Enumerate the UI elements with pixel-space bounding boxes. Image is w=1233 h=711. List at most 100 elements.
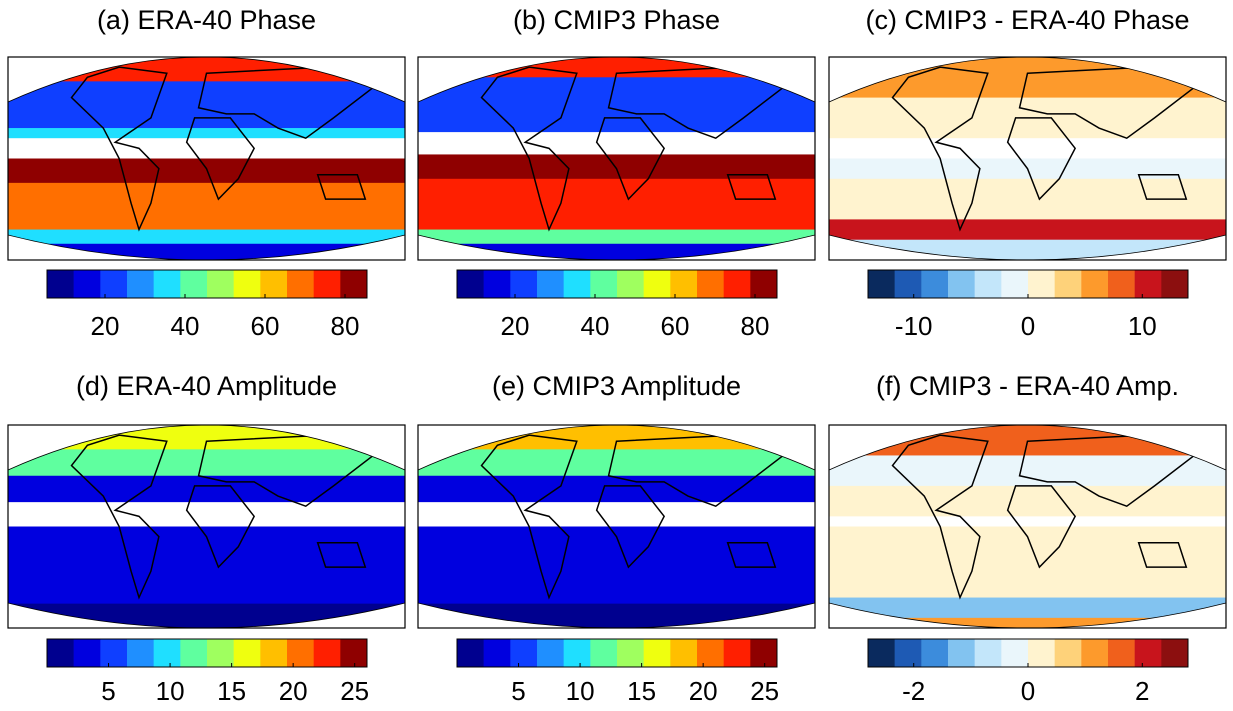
colorbar-segment bbox=[1054, 270, 1082, 298]
colorbar-segment bbox=[1001, 270, 1029, 298]
colorbar-segment bbox=[457, 270, 484, 298]
continent-outline bbox=[595, 117, 666, 201]
colorbar-segment bbox=[180, 639, 208, 667]
colorbar-segment bbox=[287, 270, 314, 298]
map-band bbox=[829, 219, 1226, 241]
colorbar-segment bbox=[1161, 639, 1189, 667]
colorbar-segment bbox=[1161, 270, 1189, 298]
map-band bbox=[829, 239, 1226, 260]
colorbar-segment bbox=[670, 270, 698, 298]
colorbar-segment bbox=[868, 639, 895, 667]
colorbar-segment bbox=[974, 270, 1002, 298]
continent-outline bbox=[1137, 173, 1188, 200]
colorbar-segment bbox=[233, 639, 261, 667]
map-band bbox=[418, 178, 815, 231]
map-band bbox=[829, 597, 1226, 619]
colorbar-segment bbox=[894, 639, 922, 667]
colorbar-tick-label: 10 bbox=[566, 676, 595, 706]
colorbar-segment bbox=[340, 639, 368, 667]
colorbar-segment bbox=[670, 639, 698, 667]
colorbar-segment bbox=[153, 639, 181, 667]
map-band bbox=[8, 526, 405, 605]
colorbar-segment bbox=[73, 270, 101, 298]
map-band bbox=[418, 229, 815, 245]
continent-outline bbox=[480, 66, 578, 232]
continent-outline bbox=[480, 434, 578, 600]
map-band bbox=[8, 475, 405, 503]
colorbar-segment bbox=[100, 270, 128, 298]
continent-outline bbox=[726, 541, 777, 568]
map bbox=[8, 57, 405, 260]
map-band bbox=[418, 526, 815, 605]
colorbar-tick-label: 80 bbox=[741, 311, 770, 341]
colorbar-tick-label: 40 bbox=[171, 311, 200, 341]
map-band bbox=[8, 158, 405, 184]
colorbar-frame bbox=[46, 638, 368, 668]
colorbar-segment bbox=[207, 270, 234, 298]
map-band bbox=[829, 425, 1226, 456]
colorbar-tick-label: 40 bbox=[581, 311, 610, 341]
colorbar-tick-label: 0 bbox=[1021, 676, 1035, 706]
map-band bbox=[829, 617, 1226, 628]
colorbar-tick-label: 20 bbox=[501, 311, 530, 341]
colorbar-tick-label: 0 bbox=[1021, 311, 1035, 341]
colorbar-segment bbox=[948, 270, 975, 298]
continent-outline bbox=[891, 66, 989, 232]
map-band bbox=[829, 485, 1226, 517]
continent-outline bbox=[70, 66, 168, 232]
map-band bbox=[8, 128, 405, 139]
panel-frame bbox=[417, 424, 816, 629]
map-band bbox=[418, 449, 815, 477]
map-band bbox=[418, 132, 815, 155]
panel-title: (b) CMIP3 Phase bbox=[513, 5, 720, 35]
map-band bbox=[829, 516, 1226, 527]
panel-title: (a) ERA-40 Phase bbox=[97, 5, 316, 35]
colorbar-segment bbox=[1054, 639, 1082, 667]
colorbar-tick-label: 80 bbox=[331, 311, 360, 341]
colorbar-segment bbox=[643, 639, 671, 667]
colorbar-tick-label: 60 bbox=[661, 311, 690, 341]
colorbar-segment bbox=[1134, 270, 1162, 298]
colorbar-segment bbox=[100, 639, 128, 667]
map-band bbox=[8, 449, 405, 477]
map-band bbox=[418, 502, 815, 527]
colorbar-segment bbox=[590, 639, 618, 667]
map-band bbox=[8, 182, 405, 231]
colorbar-segment bbox=[1028, 639, 1055, 667]
continent-outline bbox=[1137, 541, 1188, 568]
colorbar-tick-label: -2 bbox=[902, 676, 925, 706]
colorbar-tick-label: 10 bbox=[1128, 311, 1157, 341]
map bbox=[829, 425, 1226, 628]
map-band bbox=[8, 57, 405, 82]
map-band bbox=[418, 425, 815, 450]
continent-outline bbox=[1006, 117, 1077, 201]
colorbar-segment bbox=[921, 270, 949, 298]
colorbar-tick-label: 20 bbox=[689, 676, 718, 706]
map-band bbox=[418, 77, 815, 133]
map-band bbox=[418, 475, 815, 503]
colorbar-segment bbox=[537, 270, 564, 298]
map-band bbox=[829, 138, 1226, 159]
colorbar-segment bbox=[563, 639, 591, 667]
colorbar-segment bbox=[207, 639, 234, 667]
map-band bbox=[829, 455, 1226, 487]
continent-outline bbox=[185, 117, 256, 201]
continent-outline bbox=[316, 173, 367, 200]
continent-outline bbox=[185, 485, 256, 569]
colorbar-segment bbox=[153, 270, 181, 298]
colorbar-segment bbox=[974, 639, 1002, 667]
colorbar-segment bbox=[894, 270, 922, 298]
colorbar-tick-label: 15 bbox=[627, 676, 656, 706]
colorbar-segment bbox=[617, 639, 644, 667]
panel-frame bbox=[417, 56, 816, 261]
colorbar-segment bbox=[563, 270, 591, 298]
continent-outline bbox=[726, 173, 777, 200]
colorbar-segment bbox=[233, 270, 261, 298]
colorbar-tick-label: 2 bbox=[1135, 676, 1149, 706]
map-band bbox=[8, 243, 405, 260]
panel-title: (d) ERA-40 Amplitude bbox=[76, 371, 337, 401]
panel-frame bbox=[828, 424, 1227, 629]
map bbox=[418, 57, 815, 260]
map-band bbox=[8, 138, 405, 159]
